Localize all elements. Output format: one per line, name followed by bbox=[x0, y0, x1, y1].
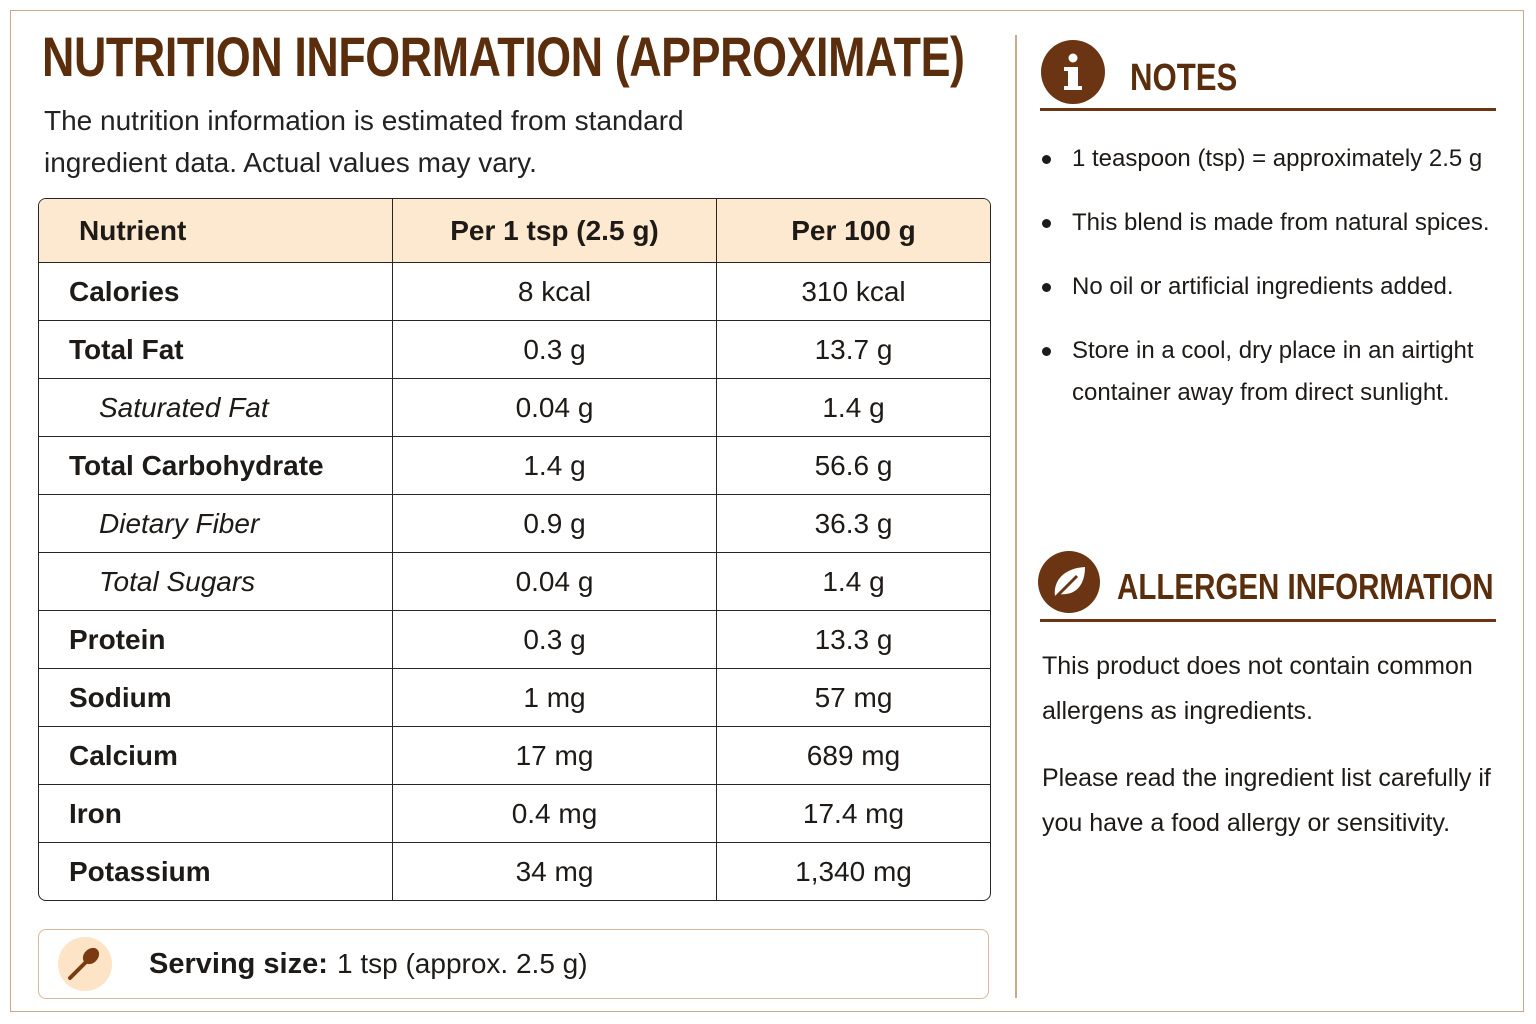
allergen-title: ALLERGEN INFORMATION bbox=[1117, 566, 1494, 607]
table-row: Total Fat 0.3 g 13.7 g bbox=[39, 321, 990, 379]
nutrient-value: 1,340 mg bbox=[795, 855, 912, 887]
table-body: Calories 8 kcal 310 kcal Total Fat 0.3 g 13.7… bbox=[39, 263, 990, 900]
nutrient-name: Calories bbox=[39, 263, 393, 321]
divider bbox=[1015, 35, 1017, 998]
table-row: Potassium 34 mg 1,340 mg bbox=[39, 843, 990, 900]
note-item: No oil or artificial ingredients added. bbox=[1040, 266, 1510, 308]
nutrient-value: 0.9 g bbox=[393, 495, 717, 553]
table-row: Protein 0.3 g 13.3 g bbox=[39, 611, 990, 669]
nutrient-name: Total Carbohydrate bbox=[39, 437, 393, 495]
nutrient-value: 0.4 mg bbox=[393, 785, 717, 843]
info-icon bbox=[1041, 40, 1105, 104]
header-cell: Nutrient bbox=[39, 199, 393, 263]
notes-title: NOTES bbox=[1130, 57, 1238, 99]
nutrient-value: 0.04 g bbox=[393, 553, 717, 611]
table-row: Saturated Fat 0.04 g 1.4 g bbox=[39, 379, 990, 437]
serving-label: Serving size: bbox=[149, 948, 328, 980]
table-row: Calories 8 kcal 310 kcal bbox=[39, 263, 990, 321]
notes-rule bbox=[1040, 108, 1496, 111]
nutrient-name: Dietary Fiber bbox=[39, 495, 393, 553]
nutrient-name: Calcium bbox=[39, 727, 393, 785]
leaf-icon bbox=[1038, 551, 1100, 613]
nutrient-value: 56.6 g bbox=[717, 437, 990, 495]
nutrient-name: Saturated Fat bbox=[39, 379, 393, 437]
table-row: Total Sugars 0.04 g 1.4 g bbox=[39, 553, 990, 611]
nutrient-name: Total Fat bbox=[39, 321, 393, 379]
allergen-paragraph: This product does not contain common all… bbox=[1042, 652, 1473, 725]
nutrient-value: 0.04 g bbox=[393, 379, 717, 437]
intro-text: The nutrition information is estimated f… bbox=[44, 105, 684, 178]
nutrient-value: 1.4 g bbox=[717, 379, 990, 437]
nutrition-table: Nutrient Per 1 tsp (2.5 g) Per 100 g Cal… bbox=[38, 198, 991, 901]
nutrient-name: Total Sugars bbox=[39, 553, 393, 611]
nutrient-name: Iron bbox=[39, 785, 393, 843]
nutrient-name: Potassium bbox=[39, 843, 393, 900]
nutrient-value: 310 kcal bbox=[717, 263, 990, 321]
nutrient-value: 8 kcal bbox=[393, 263, 717, 321]
nutrient-name: Sodium bbox=[39, 669, 393, 727]
nutrient-value: 17 mg bbox=[393, 727, 717, 785]
nutrient-name: Protein bbox=[39, 611, 393, 669]
nutrient-value: 57 mg bbox=[717, 669, 990, 727]
allergen-rule bbox=[1040, 619, 1496, 622]
nutrient-value: 1 mg bbox=[393, 669, 717, 727]
nutrient-value: 0.3 g bbox=[393, 611, 717, 669]
table-row: Sodium 1 mg 57 mg bbox=[39, 669, 990, 727]
frame bbox=[10, 10, 1524, 1012]
table-row: Iron 0.4 mg 17.4 mg bbox=[39, 785, 990, 843]
header-cell: Per 100 g bbox=[717, 199, 990, 263]
nutrient-value: 13.7 g bbox=[717, 321, 990, 379]
nutrient-value: 13.3 g bbox=[717, 611, 990, 669]
table-row: Total Carbohydrate 1.4 g 56.6 g bbox=[39, 437, 990, 495]
serving-box: Serving size: 1 tsp (approx. 2.5 g) bbox=[38, 929, 989, 999]
note-item: 1 teaspoon (tsp) = approximately 2.5 g bbox=[1040, 138, 1510, 180]
table-row: Calcium 17 mg 689 mg bbox=[39, 727, 990, 785]
note-item: Store in a cool, dry place in an airtigh… bbox=[1040, 330, 1510, 414]
header-cell: Per 1 tsp (2.5 g) bbox=[393, 199, 717, 263]
nutrient-value: 1.4 g bbox=[393, 437, 717, 495]
notes-list: 1 teaspoon (tsp) = approximately 2.5 g Th… bbox=[1040, 138, 1510, 436]
nutrient-value: 17.4 mg bbox=[717, 785, 990, 843]
nutrient-value: 36.3 g bbox=[717, 495, 990, 553]
serving-value: 1 tsp (approx. 2.5 g) bbox=[337, 948, 588, 979]
nutrient-value: 1.4 g bbox=[717, 553, 990, 611]
nutrient-value: 34 mg bbox=[393, 843, 717, 900]
table-row: Dietary Fiber 0.9 g 36.3 g bbox=[39, 495, 990, 553]
page-title: NUTRITION INFORMATION (APPROXIMATE) bbox=[42, 25, 965, 88]
nutrient-value: 0.3 g bbox=[393, 321, 717, 379]
header-row: Nutrient Per 1 tsp (2.5 g) Per 100 g bbox=[39, 199, 990, 263]
spoon-icon bbox=[58, 937, 112, 991]
allergen-paragraph: Please read the ingredient list carefull… bbox=[1042, 764, 1491, 837]
note-item: This blend is made from natural spices. bbox=[1040, 202, 1510, 244]
nutrient-value: 689 mg bbox=[717, 727, 990, 785]
